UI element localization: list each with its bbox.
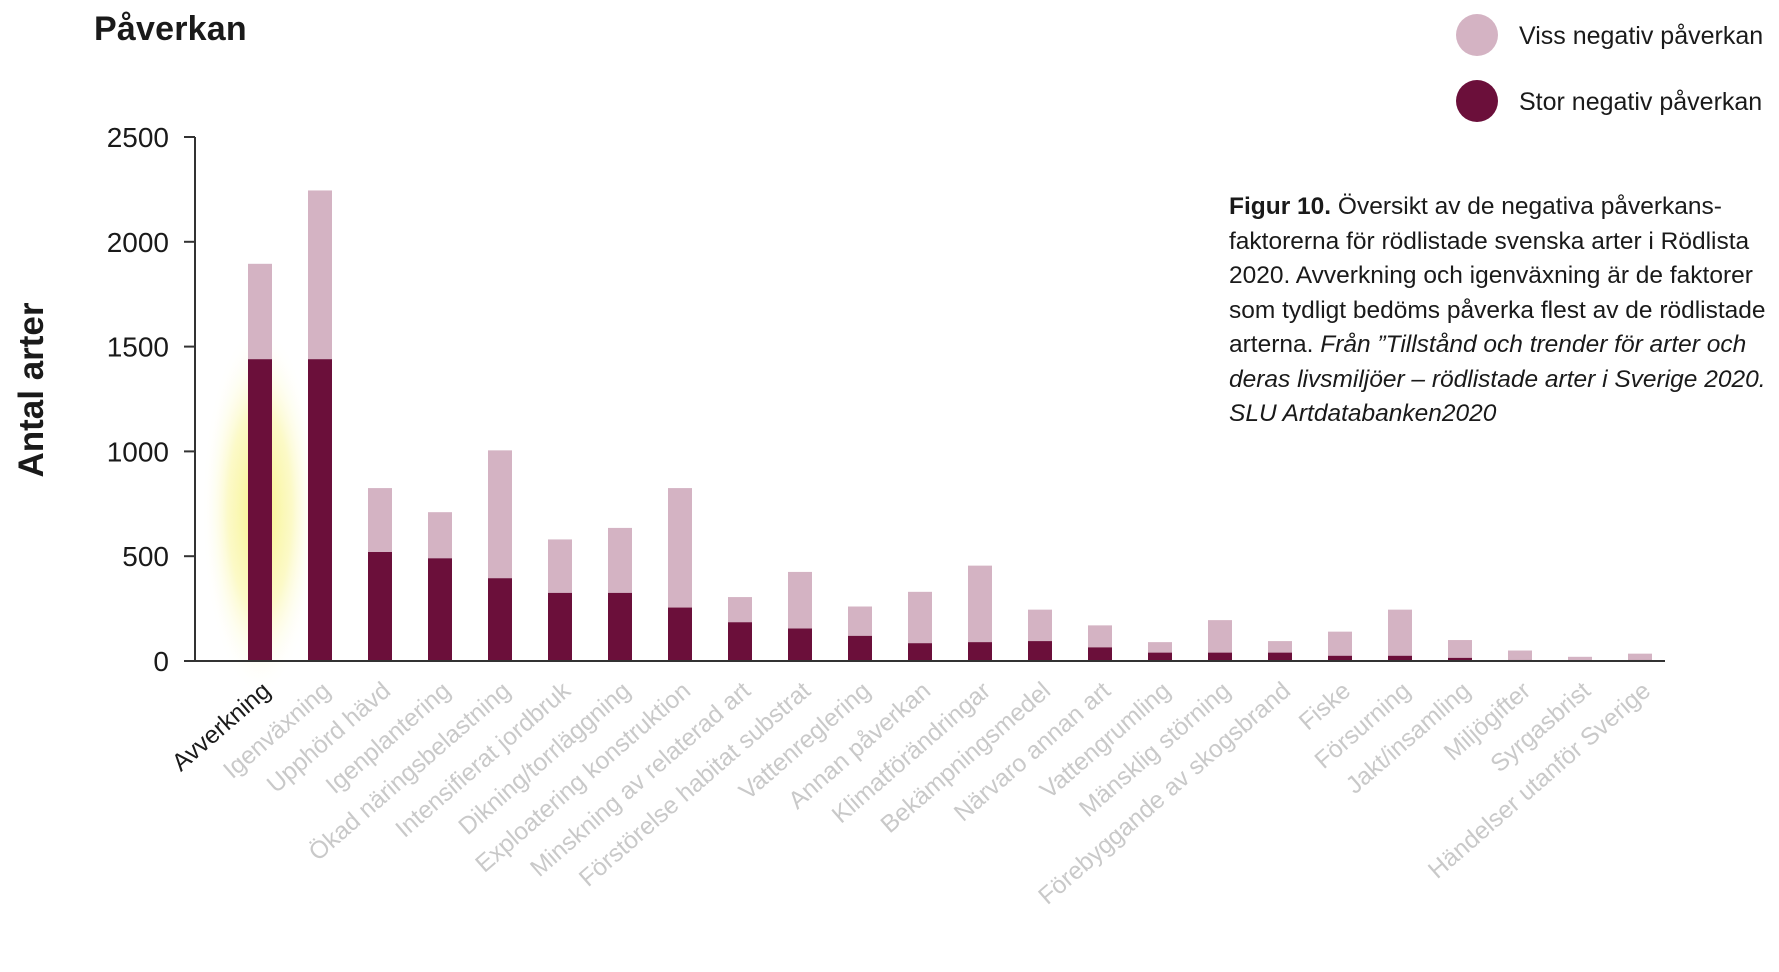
caption-source: Från ”Tillstånd och tren­der för arter o… — [1229, 331, 1766, 427]
bar-stor-9 — [788, 628, 812, 661]
bar-stor-13 — [1028, 641, 1052, 661]
bar-stor-11 — [908, 643, 932, 661]
bar-viss-20 — [1448, 640, 1472, 658]
bar-stor-3 — [428, 558, 452, 661]
legend-swatch-stor — [1456, 80, 1498, 122]
bar-viss-3 — [428, 512, 452, 559]
y-tick-label: 2500 — [107, 122, 169, 153]
bar-viss-22 — [1568, 656, 1592, 661]
bar-viss-5 — [548, 539, 572, 593]
bar-stor-6 — [608, 592, 632, 661]
bar-stor-18 — [1328, 655, 1352, 661]
bar-viss-1 — [308, 190, 332, 360]
y-tick-label: 1000 — [107, 436, 169, 467]
bar-viss-7 — [668, 488, 692, 608]
bar-viss-15 — [1148, 642, 1172, 653]
bar-stor-16 — [1208, 652, 1232, 661]
bar-stor-14 — [1088, 647, 1112, 661]
legend-label-viss: Viss negativ påverkan — [1519, 22, 1764, 50]
bar-stor-4 — [488, 578, 512, 661]
legend-swatch-viss — [1456, 14, 1498, 56]
bar-viss-6 — [608, 527, 632, 593]
bar-viss-19 — [1388, 609, 1412, 656]
bar-viss-8 — [728, 597, 752, 623]
bar-viss-12 — [968, 565, 992, 643]
caption-text: Översikt av de negativa påverkans­faktor… — [1229, 193, 1766, 358]
bar-stor-1 — [308, 359, 332, 661]
bar-viss-11 — [908, 591, 932, 644]
bar-viss-4 — [488, 450, 512, 579]
y-axis-title: Antal arter — [12, 302, 51, 477]
bar-stor-15 — [1148, 652, 1172, 661]
bar-stor-12 — [968, 642, 992, 661]
bar-stor-2 — [368, 552, 392, 661]
bar-viss-2 — [368, 488, 392, 553]
caption-figure-number: Figur 10. — [1229, 193, 1332, 220]
bar-stor-7 — [668, 607, 692, 661]
bar-stor-17 — [1268, 652, 1292, 661]
bar-viss-23 — [1628, 653, 1652, 660]
bar-stor-20 — [1448, 657, 1472, 661]
legend-label-stor: Stor negativ påverkan — [1519, 88, 1763, 116]
bar-stor-19 — [1388, 655, 1412, 661]
bar-viss-13 — [1028, 609, 1052, 642]
bar-viss-18 — [1328, 631, 1352, 656]
bar-viss-14 — [1088, 625, 1112, 648]
bar-viss-10 — [848, 606, 872, 636]
bar-stor-8 — [728, 622, 752, 661]
y-tick-label: 2000 — [107, 227, 169, 258]
y-tick-label: 0 — [153, 646, 169, 677]
chart-title: Påverkan — [94, 10, 247, 48]
y-tick-label: 1500 — [107, 332, 169, 363]
bar-viss-0 — [248, 263, 272, 360]
bar-viss-16 — [1208, 620, 1232, 653]
bar-viss-17 — [1268, 641, 1292, 653]
figure-caption: Figur 10. Översikt av de negativa påverk… — [1229, 190, 1777, 432]
bar-stor-10 — [848, 635, 872, 661]
y-tick-label: 500 — [122, 541, 169, 572]
bar-stor-5 — [548, 592, 572, 661]
bar-viss-21 — [1508, 650, 1532, 660]
bar-viss-9 — [788, 571, 812, 629]
bar-stor-0 — [248, 359, 272, 661]
